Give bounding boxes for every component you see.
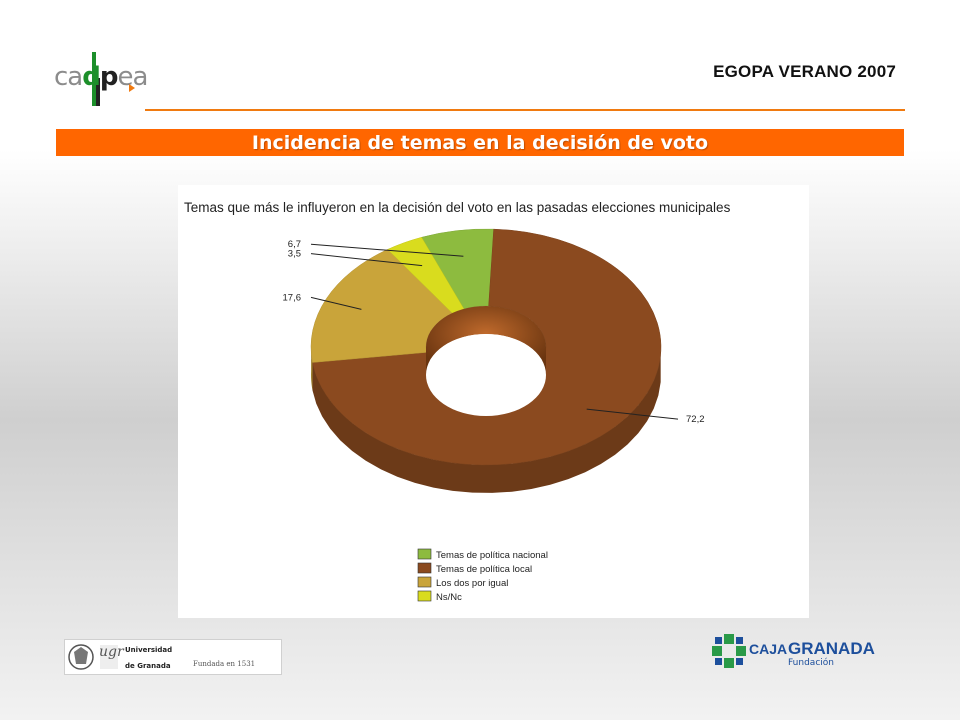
donut-chart: Temas que más le influyeron en la decisi… (184, 200, 731, 603)
leader-line-1 (586, 408, 679, 420)
university-crest-icon (68, 644, 118, 670)
legend-label-1: Temas de política local (436, 564, 532, 575)
slide-title-banner: Incidencia de temas en la decisión de vo… (56, 129, 904, 156)
university-logo: ugr Universidad de Granada Fundada en 15… (64, 639, 282, 675)
document-title: EGOPA VERANO 2007 (713, 62, 896, 81)
leader-line-0 (310, 243, 464, 257)
value-label-0: 6,7 (288, 239, 301, 250)
legend-swatch-2 (417, 576, 432, 588)
chart-title: Temas que más le influyeron en la decisi… (184, 200, 731, 215)
legend-label-2: Los dos por igual (436, 578, 508, 589)
legend-label-3: Ns/Nc (436, 592, 462, 603)
cajagranada-emblem-icon (712, 634, 746, 668)
value-label-3: 3,5 (288, 249, 301, 260)
donut-hole (426, 334, 546, 416)
header-divider (145, 109, 905, 111)
cadpea-logo: cadpea (48, 48, 148, 110)
ugr-founded: Fundada en 1531 (193, 660, 256, 668)
legend-label-0: Temas de política nacional (436, 550, 548, 561)
caja-brand-2: GRANADA (788, 639, 875, 658)
leader-line-2 (310, 296, 362, 310)
leader-line-3 (310, 253, 423, 267)
legend-swatch-3 (417, 590, 432, 602)
ugr-name-1: Universidad (125, 646, 173, 654)
slice-side-1 (312, 354, 661, 493)
value-label-1: 72,2 (686, 414, 705, 425)
donut-hole-wall (426, 306, 546, 375)
logo-bar-green (92, 52, 96, 106)
value-label-2: 17,6 (283, 292, 302, 303)
logo-bar-dark (96, 78, 100, 106)
ugr-abbrev: ugr (99, 644, 124, 660)
chart-panel: Temas que más le influyeron en la decisi… (178, 185, 809, 618)
cajagranada-logo: CAJA GRANADA Fundación (711, 631, 875, 671)
legend-swatch-0 (417, 548, 432, 560)
ugr-name-2: de Granada (125, 662, 171, 670)
caja-sub: Fundación (788, 658, 834, 668)
logo-arrow-icon (129, 84, 135, 92)
caja-brand-1: CAJA (749, 641, 788, 657)
logo-wordmark: cadpea (54, 62, 148, 92)
slide-title: Incidencia de temas en la decisión de vo… (251, 131, 709, 154)
legend-swatch-1 (417, 562, 432, 574)
